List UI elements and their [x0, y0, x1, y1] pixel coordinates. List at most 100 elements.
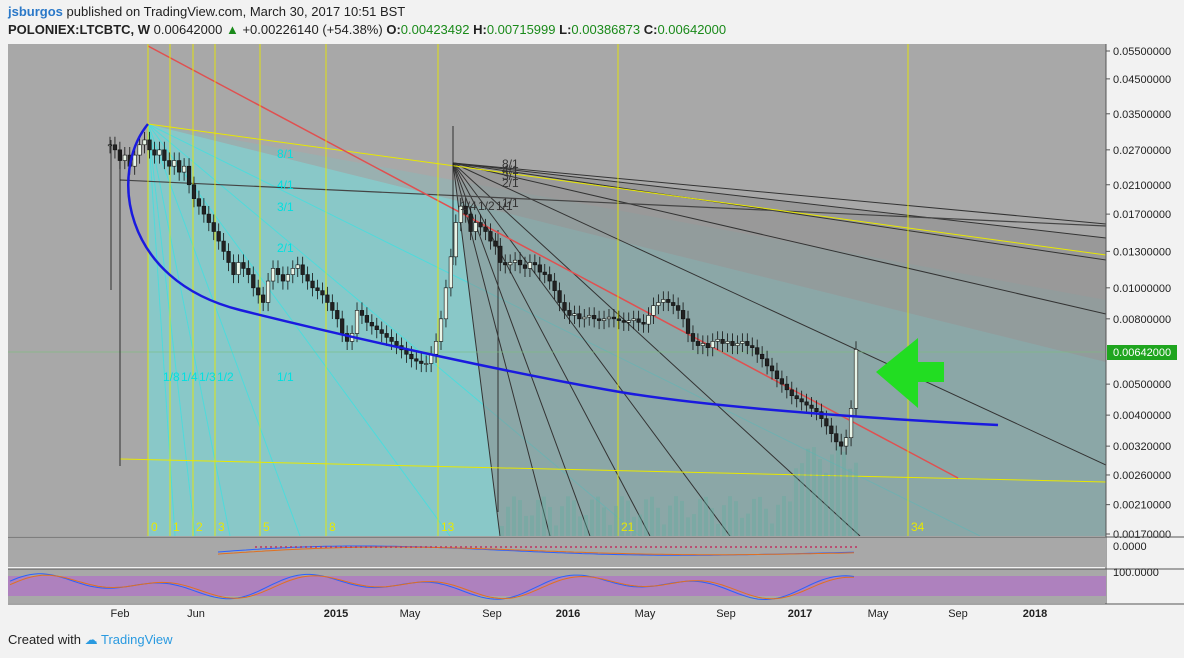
candle-body — [680, 310, 686, 320]
candle-body — [676, 305, 681, 311]
candle-body — [824, 418, 829, 427]
volume-bar — [776, 504, 780, 536]
y-tick-label: 0.01000000 — [1113, 283, 1171, 295]
volume-bar — [614, 505, 618, 536]
tradingview-brand-link[interactable]: TradingView — [101, 632, 173, 647]
blue-arc — [127, 123, 999, 427]
x-tick-label: 2016 — [556, 608, 580, 620]
volume-bar — [578, 516, 582, 536]
fan-label-secondary: 1/1 — [496, 199, 513, 213]
candle-body — [799, 398, 804, 403]
candle-body — [182, 165, 187, 173]
candle-body — [513, 259, 518, 263]
candle-body — [735, 343, 740, 346]
candle-body — [285, 274, 290, 282]
candle-body — [389, 337, 394, 342]
candle-body — [582, 316, 587, 320]
volume-bar — [794, 468, 798, 536]
candle-body — [611, 316, 617, 320]
candle-body — [656, 302, 661, 306]
published-text: published on TradingView.com, March 30, … — [66, 4, 406, 19]
trend-line-yellow-bottom — [119, 458, 1106, 483]
candle-body — [330, 302, 335, 311]
close-label: C: — [643, 22, 658, 37]
candle-body — [542, 271, 547, 275]
volume-bar — [722, 505, 726, 536]
y-axis-panel[interactable] — [1106, 44, 1184, 604]
candle-body — [419, 360, 424, 364]
volume-bar — [770, 523, 774, 536]
candle-body — [265, 280, 271, 303]
candle-body — [186, 165, 192, 186]
macd-tick: 0.0000 — [1113, 541, 1147, 553]
volume-bar — [638, 514, 642, 536]
volume-bar — [644, 499, 648, 536]
cyan-fan-label-left: 1/8 — [163, 370, 180, 384]
candle-body — [690, 333, 696, 342]
candle-body — [251, 274, 256, 289]
cyan-fan-label-left: 1/2 — [217, 370, 234, 384]
author-link[interactable]: jsburgos — [8, 4, 63, 19]
candle-body — [760, 353, 765, 360]
volume-bar — [548, 507, 552, 536]
candle-body — [616, 318, 621, 321]
candle-body — [424, 363, 429, 365]
candle-body — [359, 310, 365, 316]
volume-bar — [500, 526, 504, 536]
candles — [107, 126, 859, 466]
volume-bar — [758, 496, 762, 536]
volume-bar — [632, 516, 636, 536]
candle-body — [384, 333, 389, 338]
candle-body — [839, 441, 844, 447]
candle-body — [137, 144, 142, 156]
fan-label-secondary: 1/4 — [460, 199, 477, 213]
volume-bar — [824, 472, 828, 536]
candle-body — [335, 310, 340, 320]
candle-body — [379, 329, 384, 334]
volume-bar — [848, 468, 852, 536]
candle-body — [246, 268, 251, 275]
volume-bar — [830, 454, 834, 536]
y-tick-label: 0.01300000 — [1113, 246, 1171, 258]
candle-body — [443, 287, 449, 320]
high-label: H: — [473, 22, 487, 37]
fib-zone-label: 0 — [151, 520, 158, 534]
fib-zone-label: 21 — [621, 520, 635, 534]
candle-body — [196, 198, 202, 207]
volume-bar — [560, 506, 564, 536]
candle-body — [448, 256, 453, 289]
tradingview-logo-icon[interactable]: ☁ — [84, 632, 98, 647]
created-with-text: Created with — [8, 632, 81, 647]
candle-body — [764, 358, 770, 367]
x-tick-label: Sep — [482, 608, 502, 620]
volume-bar — [626, 500, 630, 536]
macd-pane[interactable] — [8, 537, 1106, 567]
x-tick-label: 2015 — [324, 608, 348, 620]
candle-body — [562, 302, 567, 311]
candle-body — [345, 333, 350, 342]
fib-zone-label: 34 — [911, 520, 925, 534]
symbol-line: POLONIEX:LTCBTC, W 0.00642000 ▲ +0.00226… — [8, 22, 726, 37]
fib-zone-labels: 0 1 2 3 5 8 13 21 348/14/13/12/11/11/4 1/2 1/18/14… — [151, 147, 925, 534]
volume-bar — [788, 501, 792, 536]
candle-body — [433, 341, 439, 355]
volume-bar — [752, 498, 756, 536]
candle-body — [577, 313, 582, 320]
candle-body — [241, 262, 246, 269]
y-tick-label: 0.00170000 — [1113, 529, 1171, 541]
candle-body — [829, 425, 834, 434]
candle-body — [221, 240, 226, 252]
x-tick-label: 2017 — [788, 608, 812, 620]
volume-bar — [620, 496, 624, 536]
y-tick-label: 0.00400000 — [1113, 410, 1171, 422]
candle-body — [626, 320, 631, 323]
volume-bar — [704, 496, 708, 536]
candle-body — [661, 299, 666, 303]
price-badge — [1107, 345, 1177, 360]
fib-time-zones — [147, 44, 909, 536]
candle-body — [789, 389, 794, 397]
candle-body — [725, 341, 730, 344]
open-label: O: — [386, 22, 401, 37]
candle-body — [547, 274, 552, 282]
